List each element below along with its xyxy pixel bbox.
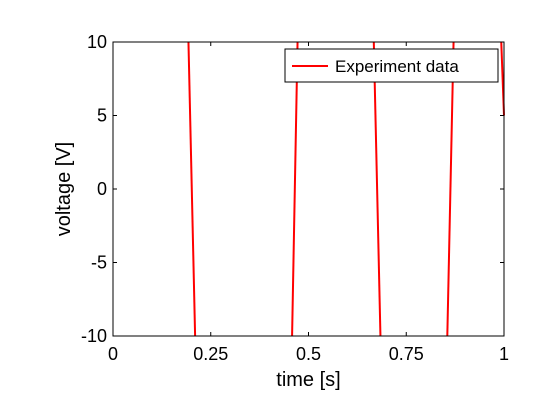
series-line-segment [291,41,299,337]
series-layer [187,41,505,337]
ticks-layer: 0 0.25 0.5 0.75 1 -10 -5 0 5 10 [81,32,509,364]
series-line-segment [446,41,455,337]
series-line-segment [372,41,382,337]
y-tick-label: 10 [87,32,107,52]
plot-area [113,42,504,336]
x-tick-label: 1 [499,344,509,364]
x-tick-label: 0.5 [296,344,321,364]
x-tick-label: 0.75 [389,344,424,364]
y-tick-label: 5 [97,106,107,126]
x-axis-label: time [s] [276,369,340,391]
x-tick-label: 0 [108,344,118,364]
x-tick-label: 0.25 [193,344,228,364]
legend: Experiment data [284,48,499,83]
legend-label: Experiment data [335,57,459,76]
series-line-segment [187,41,197,337]
y-tick-label: -10 [81,326,107,346]
y-axis-label: voltage [V] [53,142,75,237]
y-tick-label: -5 [91,253,107,273]
y-tick-label: 0 [97,179,107,199]
